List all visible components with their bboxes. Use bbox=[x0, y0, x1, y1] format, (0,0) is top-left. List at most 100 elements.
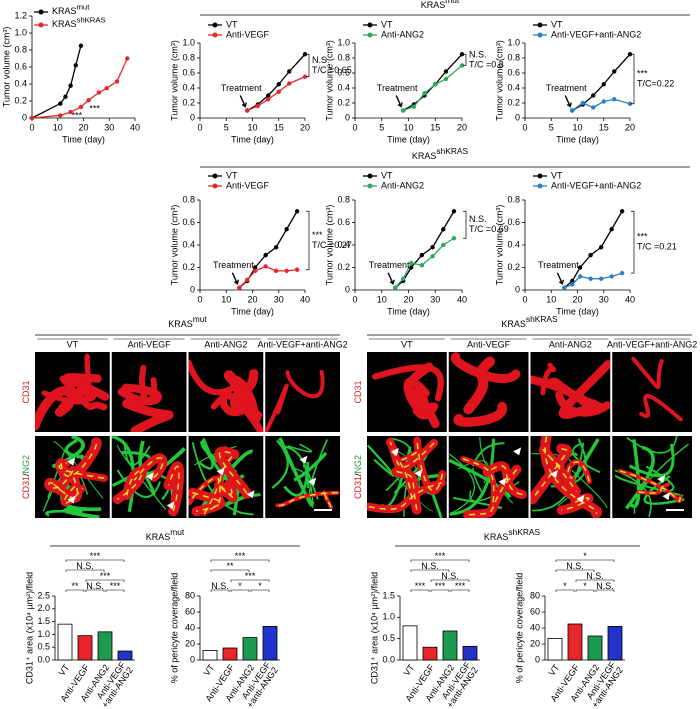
significance-label: N.S. bbox=[312, 55, 330, 65]
treatment-arrow bbox=[231, 272, 240, 285]
y-tick-label: 0 bbox=[515, 284, 520, 294]
group-header-base: KRAS bbox=[168, 319, 193, 329]
y-axis-label: Tumor volume (cm³) bbox=[1, 27, 11, 108]
y-tick-label: 1.0 bbox=[182, 37, 195, 47]
data-point bbox=[252, 268, 258, 274]
bar bbox=[587, 635, 603, 661]
data-point bbox=[577, 265, 583, 270]
treatment-arrow bbox=[556, 272, 565, 285]
data-point bbox=[276, 82, 281, 87]
group-header-base: KRAS bbox=[412, 151, 437, 161]
data-point bbox=[627, 52, 633, 57]
category-label: VT bbox=[402, 662, 417, 678]
arrowhead bbox=[308, 477, 317, 486]
data-point bbox=[400, 276, 406, 281]
category-label: VT bbox=[547, 662, 562, 678]
x-tick-label: 10 bbox=[546, 294, 556, 304]
ratio-label: T/C =0.27 bbox=[312, 240, 352, 250]
arrowhead bbox=[166, 501, 175, 510]
micrograph-content bbox=[188, 359, 264, 432]
x-tick-label: 20 bbox=[625, 122, 635, 132]
ng2-signal bbox=[45, 509, 83, 517]
y-tick-label: 0.2 bbox=[182, 97, 195, 107]
significance-label: ** bbox=[71, 581, 79, 591]
stat-bracket bbox=[306, 210, 310, 271]
comparison-bracket bbox=[410, 589, 430, 592]
comparison-bracket bbox=[595, 589, 615, 592]
category-line: VT bbox=[57, 662, 72, 678]
y-tick-label: 0.6 bbox=[14, 61, 27, 71]
data-point bbox=[302, 74, 308, 79]
cd31-signal bbox=[639, 393, 683, 422]
x-tick-label: 5 bbox=[549, 122, 554, 132]
y-tick-label: 0.2 bbox=[14, 95, 27, 105]
x-tick-label: 0 bbox=[29, 122, 34, 132]
ng2-signal bbox=[138, 440, 186, 476]
y-tick-label: 1.0 bbox=[37, 629, 50, 639]
significance-label: *** bbox=[89, 104, 100, 114]
legend-marker bbox=[537, 32, 543, 38]
legend-label: VT bbox=[551, 19, 563, 29]
legend-label: Anti-ANG2 bbox=[381, 180, 424, 190]
significance-label: ** bbox=[226, 561, 234, 571]
column-label: Anti-ANG2 bbox=[549, 339, 592, 349]
x-tick-label: 40 bbox=[130, 122, 140, 132]
y-tick-label: 0.6 bbox=[182, 217, 195, 227]
significance-label: *** bbox=[455, 581, 466, 591]
data-point bbox=[294, 267, 300, 272]
x-axis-label: Time (day) bbox=[387, 134, 430, 144]
significance-label: N.S. bbox=[76, 561, 94, 571]
significance-label: *** bbox=[435, 581, 446, 591]
legend-label-base: KRAS bbox=[52, 6, 77, 16]
y-tick-label: 1.5 bbox=[382, 590, 395, 600]
arrowhead bbox=[576, 494, 585, 503]
x-tick-label: 15 bbox=[274, 122, 284, 132]
stat-bracket bbox=[631, 210, 635, 274]
y-axis-label: % of pericyte coverage/field bbox=[514, 573, 524, 684]
ratio-label: T/C =0.65 bbox=[312, 65, 352, 75]
colocalization bbox=[60, 441, 98, 477]
comparison-bracket bbox=[575, 579, 615, 582]
significance-label: N.S. bbox=[586, 571, 604, 581]
y-axis-label: % of pericyte coverage/field bbox=[169, 573, 179, 684]
legend-marker bbox=[212, 173, 218, 179]
y-tick-label: 80 bbox=[530, 590, 540, 600]
y-tick-label: 0.8 bbox=[14, 44, 27, 54]
ng2-signal bbox=[116, 469, 161, 498]
cd31-signal bbox=[631, 356, 664, 390]
data-point bbox=[266, 97, 271, 102]
x-tick-label: 5 bbox=[224, 122, 229, 132]
micrograph-content bbox=[111, 436, 186, 517]
colocalization bbox=[389, 441, 435, 468]
comparison-bracket bbox=[85, 589, 105, 592]
data-point bbox=[451, 236, 457, 241]
colocalization bbox=[58, 462, 105, 479]
significance-label: *** bbox=[435, 551, 446, 561]
cd31-signal bbox=[565, 459, 592, 485]
data-point bbox=[78, 43, 84, 48]
data-point bbox=[601, 99, 606, 104]
significance-label: *** bbox=[72, 110, 83, 120]
y-axis-label: Tumor volume (cm³) bbox=[494, 205, 504, 286]
data-point bbox=[263, 252, 268, 258]
data-point bbox=[237, 285, 242, 290]
arrowhead bbox=[145, 472, 154, 481]
series-line bbox=[238, 210, 298, 289]
arrowhead bbox=[299, 455, 308, 464]
data-point bbox=[125, 56, 130, 61]
ng2-signal bbox=[645, 465, 675, 493]
ng2-signal bbox=[63, 507, 100, 518]
micrograph-content bbox=[271, 437, 340, 510]
cd31-signal bbox=[63, 373, 110, 401]
comparison-bracket bbox=[210, 559, 270, 562]
legend-label: VT bbox=[381, 19, 393, 29]
ratio-label: T/C =0.69 bbox=[469, 224, 509, 234]
x-axis-label: Time (day) bbox=[231, 306, 274, 316]
ng2-signal bbox=[291, 467, 314, 508]
cd31-signal bbox=[117, 383, 163, 406]
ng2-signal bbox=[643, 475, 685, 505]
ng2-signal bbox=[448, 453, 475, 514]
significance-label: * bbox=[563, 581, 567, 591]
data-point bbox=[441, 242, 446, 248]
bar bbox=[57, 623, 73, 661]
